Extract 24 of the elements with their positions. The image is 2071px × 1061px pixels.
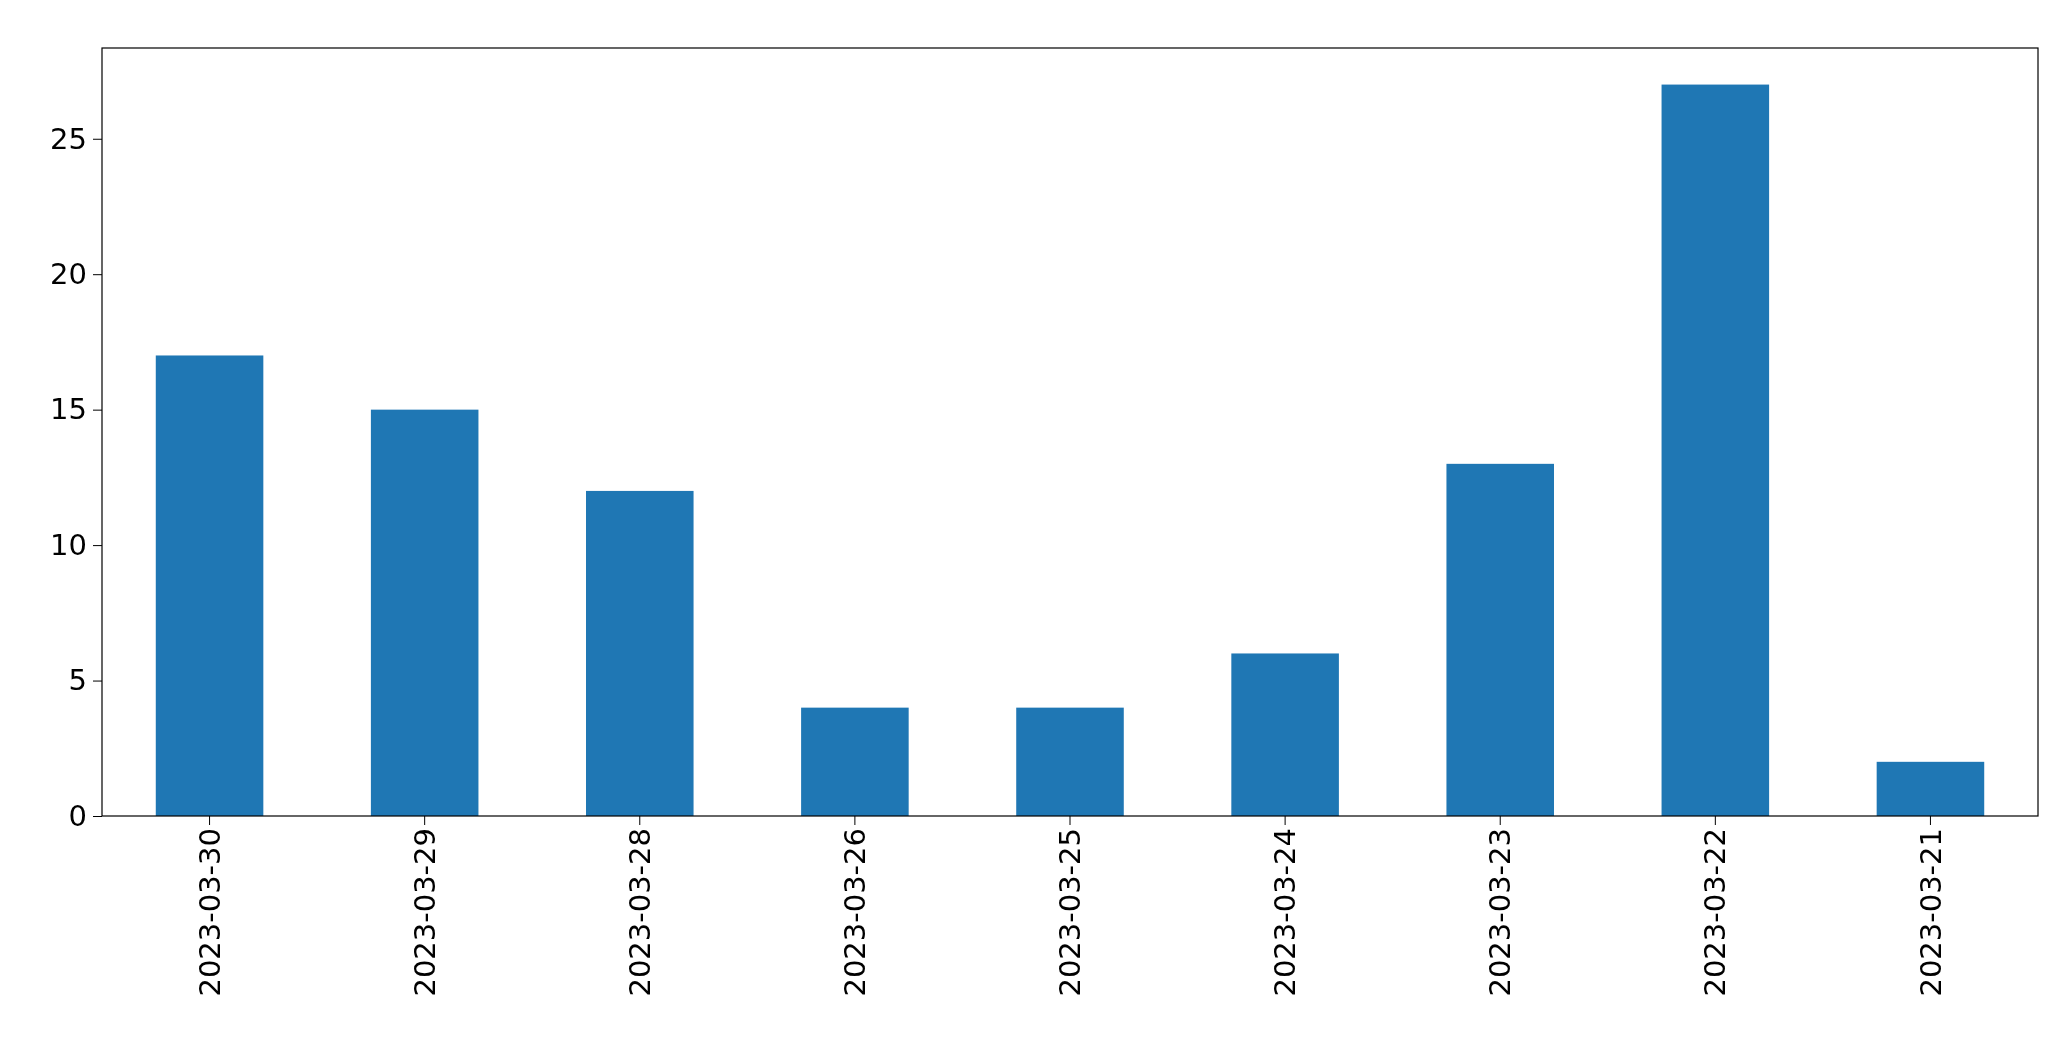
y-tick-label: 10 xyxy=(50,527,87,562)
y-tick-label: 0 xyxy=(68,798,87,833)
x-tick-label: 2023-03-26 xyxy=(838,828,873,997)
y-tick-label: 25 xyxy=(50,121,87,156)
bar xyxy=(1231,653,1339,816)
bar xyxy=(1016,707,1124,816)
bar xyxy=(370,409,479,816)
bar xyxy=(586,490,694,816)
bar xyxy=(1876,761,1985,816)
x-tick-label: 2023-03-28 xyxy=(622,828,657,997)
y-tick-label: 20 xyxy=(50,256,87,291)
x-tick-label: 2023-03-24 xyxy=(1268,828,1303,997)
bar xyxy=(1661,84,1770,816)
x-tick-label: 2023-03-30 xyxy=(192,828,227,997)
y-tick-label: 15 xyxy=(50,392,87,427)
x-tick-label: 2023-03-29 xyxy=(407,828,442,997)
bar xyxy=(801,707,909,816)
x-tick-label: 2023-03-22 xyxy=(1698,828,1733,997)
x-tick-label: 2023-03-21 xyxy=(1913,828,1948,997)
bar xyxy=(155,355,264,816)
bar xyxy=(1446,463,1554,816)
x-tick-label: 2023-03-25 xyxy=(1053,828,1088,997)
y-tick-label: 5 xyxy=(68,663,87,698)
x-tick-label: 2023-03-23 xyxy=(1483,828,1518,997)
